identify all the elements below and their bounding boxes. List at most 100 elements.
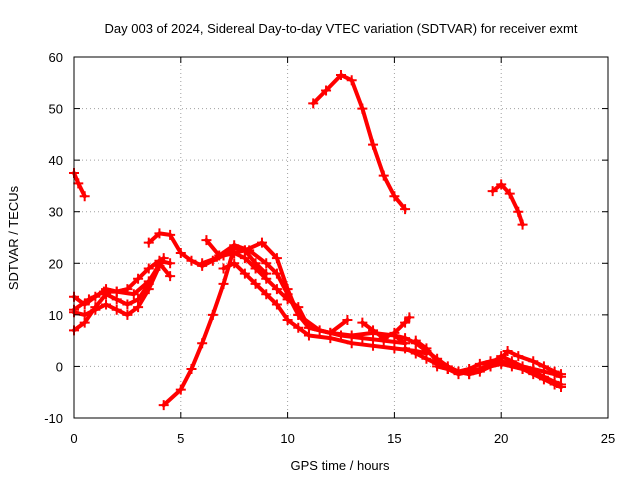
data-point <box>346 338 357 349</box>
x-axis-label: GPS time / hours <box>291 458 390 473</box>
data-point <box>229 247 240 258</box>
data-point <box>256 237 267 248</box>
data-point <box>165 258 176 269</box>
data-point <box>271 284 282 295</box>
data-point <box>549 379 560 390</box>
y-axis-label: SDTVAR / TECUs <box>6 185 21 290</box>
data-point <box>293 322 304 333</box>
data-point <box>389 343 400 354</box>
data-point <box>308 98 319 109</box>
data-point <box>400 343 411 354</box>
data-point <box>453 366 464 377</box>
data-point <box>143 263 154 274</box>
data-point <box>218 278 229 289</box>
data-point <box>389 191 400 202</box>
data-point <box>513 351 524 362</box>
x-tick-label: 15 <box>387 431 401 446</box>
data-point <box>368 340 379 351</box>
data-point <box>175 384 186 395</box>
y-tick-label: -10 <box>44 411 63 426</box>
data-point <box>165 271 176 282</box>
data-point <box>442 364 453 375</box>
data-point <box>229 258 240 269</box>
data-point <box>336 70 346 81</box>
data-point <box>421 343 432 354</box>
data-point <box>357 333 368 344</box>
data-point <box>293 302 304 313</box>
data-point <box>158 400 169 411</box>
data-point <box>133 302 144 313</box>
y-tick-label: 50 <box>49 102 63 117</box>
data-point <box>517 219 528 230</box>
data-point <box>517 364 528 375</box>
data-point <box>538 361 549 372</box>
data-point <box>357 103 368 114</box>
data-point <box>111 286 122 297</box>
data-point <box>175 247 186 258</box>
y-tick-label: 10 <box>49 308 63 323</box>
x-tick-label: 10 <box>280 431 294 446</box>
data-point <box>378 170 389 181</box>
data-point <box>303 322 314 333</box>
data-point <box>357 317 368 328</box>
data-point <box>404 312 415 323</box>
data-point <box>83 294 94 305</box>
data-point <box>474 358 485 369</box>
data-point <box>154 228 165 239</box>
data-point <box>79 191 90 202</box>
data-point <box>122 299 133 310</box>
data-point <box>261 258 272 269</box>
data-point <box>111 304 122 315</box>
data-point <box>528 356 539 367</box>
data-point <box>271 299 282 310</box>
data-point <box>197 258 208 269</box>
data-point <box>207 309 218 320</box>
data-point <box>239 268 250 279</box>
data-point <box>90 304 101 315</box>
data-point <box>158 253 169 264</box>
data-point <box>261 273 272 284</box>
data-point <box>538 374 549 385</box>
x-tick-label: 25 <box>601 431 615 446</box>
data-point <box>165 229 176 240</box>
y-tick-label: 30 <box>49 205 63 220</box>
x-tick-label: 20 <box>494 431 508 446</box>
data-point <box>261 289 272 300</box>
data-point <box>250 278 261 289</box>
plot-frame <box>73 56 609 419</box>
data-point <box>506 358 517 369</box>
data-point <box>410 348 421 359</box>
data-point <box>346 75 357 86</box>
y-tick-label: 60 <box>49 50 63 65</box>
data-point <box>513 206 524 217</box>
data-point <box>197 338 208 349</box>
data-point <box>368 139 379 150</box>
data-point <box>133 273 144 284</box>
data-point <box>410 335 421 346</box>
data-point <box>143 276 154 287</box>
y-tick-label: 40 <box>49 153 63 168</box>
data-point <box>79 309 90 320</box>
x-tick-label: 0 <box>70 431 77 446</box>
series-line-s13 <box>232 251 350 335</box>
data-point <box>143 237 154 248</box>
data-point <box>400 317 411 328</box>
data-point <box>496 353 507 364</box>
data-point <box>504 188 515 199</box>
data-point <box>368 325 379 336</box>
data-point <box>400 204 411 215</box>
data-point <box>464 364 475 375</box>
series-group <box>69 70 567 411</box>
data-point <box>556 369 567 380</box>
data-point <box>282 294 293 305</box>
data-point <box>218 263 229 274</box>
data-point <box>400 333 411 344</box>
data-point <box>282 315 293 326</box>
data-point <box>556 382 567 393</box>
axis-ticks: 0 5 10 15 20 25 -10 0 10 20 30 40 50 60 <box>44 50 615 446</box>
data-point <box>101 299 112 310</box>
x-tick-label: 5 <box>177 431 184 446</box>
data-point <box>378 333 389 344</box>
